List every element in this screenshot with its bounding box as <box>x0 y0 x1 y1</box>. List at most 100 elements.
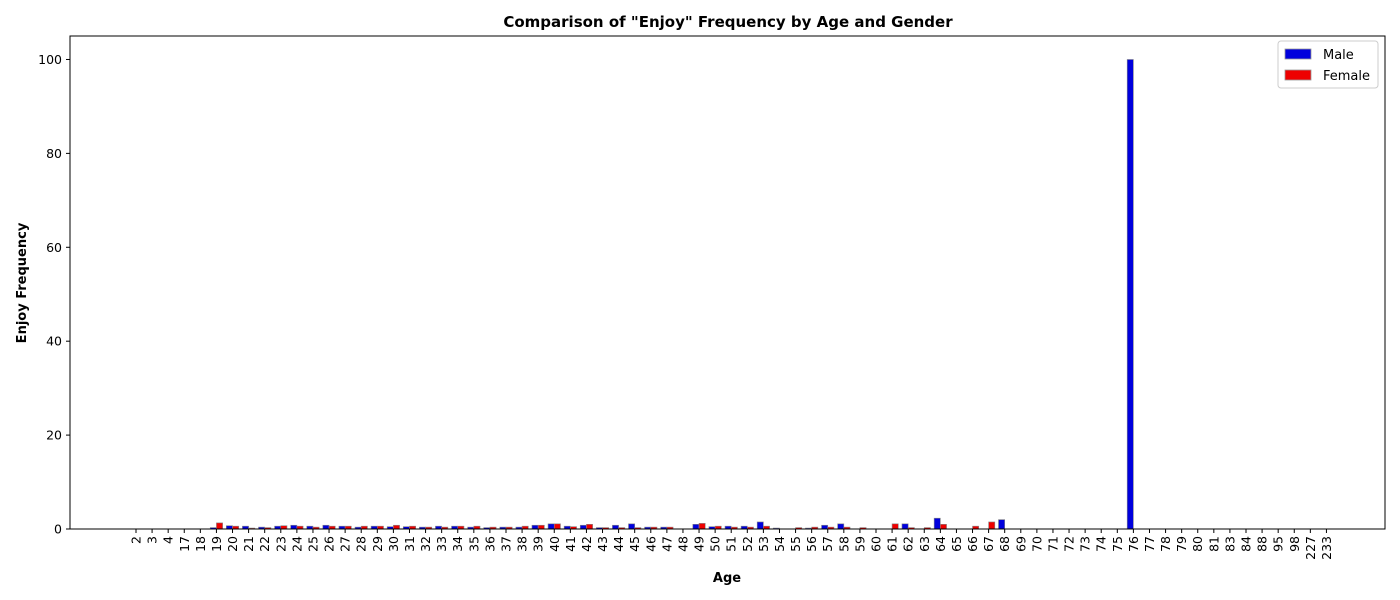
x-tick-label: 66 <box>965 536 980 552</box>
y-tick-label: 80 <box>46 146 62 161</box>
x-tick-label: 35 <box>466 536 481 552</box>
bar-male-49 <box>692 523 700 530</box>
x-tick-label: 63 <box>917 536 932 552</box>
x-tick-label: 58 <box>836 536 851 552</box>
x-tick-label: 62 <box>901 536 916 552</box>
y-tick-label: 40 <box>46 334 62 349</box>
x-tick-label: 227 <box>1303 536 1318 560</box>
x-tick-label: 74 <box>1094 536 1109 552</box>
legend: Male Female <box>1277 40 1379 89</box>
plot-frame <box>69 35 1386 530</box>
x-tick-label: 23 <box>273 536 288 552</box>
bar-female-61 <box>891 523 899 530</box>
x-tick-label: 52 <box>740 536 755 552</box>
x-tick-label: 44 <box>611 536 626 552</box>
x-tick-label: 43 <box>595 536 610 552</box>
bar-male-24 <box>290 524 298 530</box>
x-tick-label: 55 <box>788 536 803 552</box>
bar-male-58 <box>837 523 845 530</box>
bar-male-42 <box>579 524 587 530</box>
x-tick-label: 59 <box>852 536 867 552</box>
bar-male-39 <box>531 524 539 530</box>
x-axis-title: Age <box>713 571 741 586</box>
x-tick-label: 29 <box>370 536 385 552</box>
legend-swatch-female <box>1284 69 1312 81</box>
x-tick-label: 72 <box>1062 536 1077 552</box>
x-tick-label: 19 <box>209 536 224 552</box>
x-tick-label: 25 <box>305 536 320 552</box>
x-tick-label: 73 <box>1078 536 1093 552</box>
x-tick-label: 88 <box>1255 536 1270 552</box>
bar-female-64 <box>940 523 947 530</box>
bar-female-19 <box>216 522 223 530</box>
x-tick-label: 76 <box>1126 536 1141 552</box>
x-tick-label: 28 <box>354 536 369 552</box>
x-tick-label: 70 <box>1029 536 1044 552</box>
bar-female-30 <box>393 524 400 530</box>
x-tick-label: 3 <box>145 536 160 544</box>
y-tick-label: 20 <box>46 428 62 443</box>
x-tick-label: 27 <box>338 536 353 552</box>
x-tick-label: 61 <box>885 536 900 552</box>
bar-male-53 <box>756 521 764 530</box>
legend-swatch-male <box>1284 48 1312 60</box>
x-tick-label: 83 <box>1222 536 1237 552</box>
x-tick-label: 49 <box>692 536 707 552</box>
x-tick-label: 41 <box>563 536 578 552</box>
x-tick-label: 77 <box>1142 536 1157 552</box>
x-tick-label: 51 <box>724 536 739 552</box>
y-axis-title: Enjoy Frequency <box>15 222 30 343</box>
x-tick-label: 84 <box>1239 536 1254 552</box>
y-tick-label: 100 <box>38 52 62 67</box>
bar-male-62 <box>901 523 909 530</box>
x-tick-label: 21 <box>241 536 256 552</box>
x-tick-label: 38 <box>515 536 530 552</box>
x-tick-label: 95 <box>1271 536 1286 552</box>
bar-male-64 <box>933 517 941 530</box>
x-tick-label: 64 <box>933 536 948 552</box>
x-tick-label: 18 <box>193 536 208 552</box>
x-tick-label: 37 <box>499 536 514 552</box>
bar-male-76 <box>1126 59 1134 530</box>
x-tick-label: 42 <box>579 536 594 552</box>
x-tick-label: 71 <box>1045 536 1060 552</box>
x-tick-label: 53 <box>756 536 771 552</box>
x-tick-label: 47 <box>659 536 674 552</box>
bars-group <box>209 59 1134 530</box>
legend-label-female: Female <box>1323 69 1370 84</box>
bar-male-26 <box>322 524 330 530</box>
bar-female-39 <box>537 524 545 530</box>
x-tick-label: 40 <box>547 536 562 552</box>
x-tick-label: 60 <box>869 536 884 552</box>
legend-label-male: Male <box>1323 48 1354 63</box>
y-tick-label: 60 <box>46 240 62 255</box>
bar-female-67 <box>988 521 996 530</box>
x-tick-label: 34 <box>450 536 465 552</box>
x-tick-label: 54 <box>772 536 787 552</box>
x-tick-label: 32 <box>418 536 433 552</box>
x-tick-label: 78 <box>1158 536 1173 552</box>
x-tick-label: 39 <box>531 536 546 552</box>
chart-title: Comparison of "Enjoy" Frequency by Age a… <box>503 13 953 31</box>
x-axis-ticks: 2 3 4 17 18 19 20 21 22 23 24 25 26 27 28 29 30 31 32 33 34 3… <box>129 529 1334 560</box>
x-tick-label: 68 <box>997 536 1012 552</box>
x-tick-label: 30 <box>386 536 401 552</box>
x-tick-label: 2 <box>129 536 144 544</box>
x-tick-label: 17 <box>177 536 192 552</box>
x-tick-label: 33 <box>434 536 449 552</box>
x-tick-label: 26 <box>322 536 337 552</box>
x-tick-label: 36 <box>482 536 497 552</box>
x-tick-label: 46 <box>643 536 658 552</box>
x-tick-label: 31 <box>402 536 417 552</box>
x-tick-label: 81 <box>1206 536 1221 552</box>
bar-female-49 <box>698 523 706 530</box>
bar-male-68 <box>998 519 1005 530</box>
x-tick-label: 22 <box>257 536 272 552</box>
x-tick-label: 48 <box>675 536 690 552</box>
x-tick-label: 233 <box>1319 536 1334 560</box>
x-tick-label: 67 <box>981 536 996 552</box>
x-tick-label: 75 <box>1110 536 1125 552</box>
x-tick-label: 98 <box>1287 536 1302 552</box>
x-tick-label: 65 <box>949 536 964 552</box>
